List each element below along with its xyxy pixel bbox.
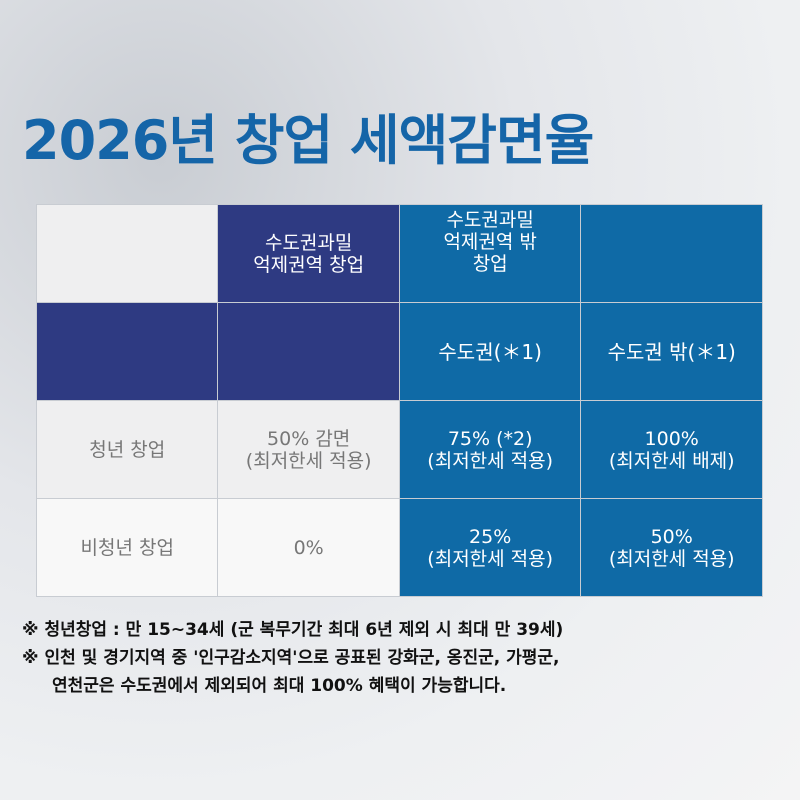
- table-cell: 100% (최저한세 배제): [580, 400, 763, 499]
- subheader-outside-capital: 수도권 밖(＊1): [580, 302, 763, 401]
- footnote-population-decline: ※ 인천 및 경기지역 중 '인구감소지역'으로 공표된 강화군, 옹진군, 가…: [22, 648, 560, 668]
- table-cell: 25% (최저한세 적용): [398, 498, 582, 597]
- header-cell-outside-overconcentrated: 수도권과밀 억제권역 밖 창업: [398, 204, 582, 303]
- header-cell-empty-2: [580, 204, 763, 303]
- table-cell: 0%: [217, 498, 400, 597]
- table-subheader-row: 수도권(＊1) 수도권 밖(＊1): [35, 302, 763, 401]
- table-cell: 75% (*2) (최저한세 적용): [398, 400, 582, 499]
- table-cell: 50% 감면 (최저한세 적용): [217, 400, 400, 499]
- subheader-cell-empty-2: [217, 302, 400, 401]
- tax-reduction-table: 수도권과밀 억제권역 창업 수도권과밀 억제권역 밖 창업 수도권(＊1) 수도…: [35, 204, 763, 597]
- row-label-non-youth: 비청년 창업: [35, 498, 219, 597]
- subheader-cell-empty: [35, 302, 219, 401]
- row-label-youth: 청년 창업: [35, 400, 219, 499]
- footnote-youth-age: ※ 청년창업 : 만 15~34세 (군 복무기간 최대 6년 제외 시 최대 …: [22, 620, 564, 640]
- header-cell-overconcentrated: 수도권과밀 억제권역 창업: [217, 204, 400, 303]
- table-row: 청년 창업 50% 감면 (최저한세 적용) 75% (*2) (최저한세 적용…: [35, 400, 763, 499]
- header-cell-empty: [35, 204, 219, 303]
- footnote-population-decline-cont: 연천군은 수도권에서 제외되어 최대 100% 혜택이 가능합니다.: [52, 676, 507, 696]
- table-header-row: 수도권과밀 억제권역 창업 수도권과밀 억제권역 밖 창업: [35, 204, 763, 303]
- page-title: 2026년 창업 세액감면율: [22, 109, 594, 172]
- footnotes: ※ 청년창업 : 만 15~34세 (군 복무기간 최대 6년 제외 시 최대 …: [22, 616, 563, 700]
- table-cell: 50% (최저한세 적용): [580, 498, 763, 597]
- table-row: 비청년 창업 0% 25% (최저한세 적용) 50% (최저한세 적용): [35, 498, 763, 597]
- subheader-capital-area: 수도권(＊1): [398, 302, 582, 401]
